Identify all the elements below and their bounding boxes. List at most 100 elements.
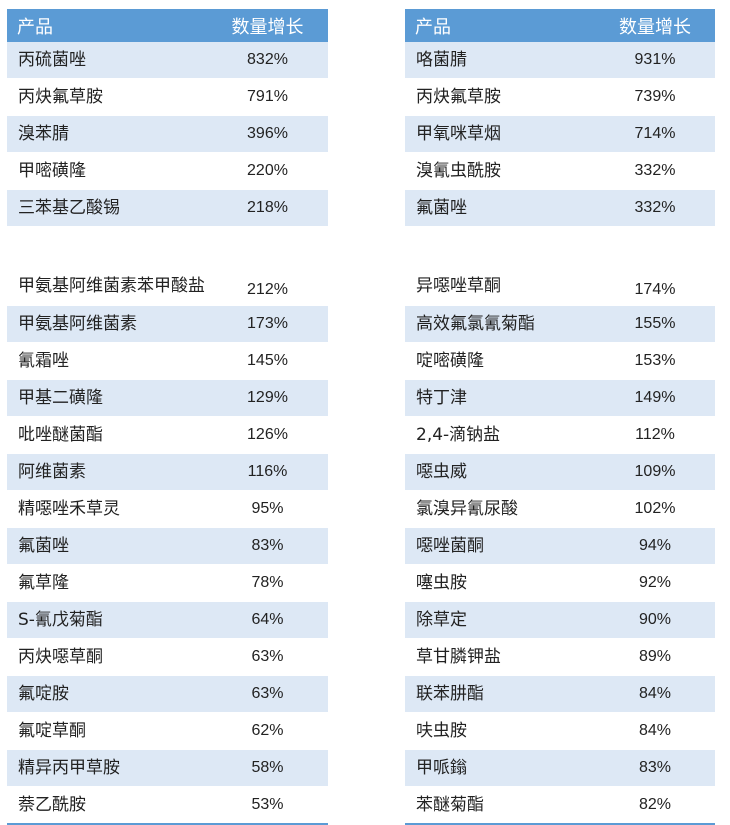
growth-value: 83% (595, 749, 715, 787)
growth-value: 84% (595, 712, 715, 750)
growth-value: 145% (207, 342, 328, 380)
product-name: 异噁唑草酮 (405, 226, 595, 306)
table-row: 甲氨基阿维菌素 173% (7, 305, 328, 343)
growth-value: 332% (595, 189, 715, 227)
growth-value: 82% (595, 786, 715, 825)
product-name: 精异丙甲草胺 (7, 749, 207, 787)
table-row: 呋虫胺 84% (405, 712, 715, 750)
growth-value: 220% (207, 152, 328, 190)
table-row: 甲基二磺隆 129% (7, 379, 328, 417)
table-row: 阿维菌素 116% (7, 453, 328, 491)
growth-value: 94% (595, 527, 715, 565)
product-name: 萘乙酰胺 (7, 786, 207, 825)
product-name: 精噁唑禾草灵 (7, 490, 207, 528)
table-row: 噁虫威 109% (405, 453, 715, 491)
table-row: 萘乙酰胺 53% (7, 786, 328, 825)
growth-value: 332% (595, 152, 715, 190)
product-name: 甲氨基阿维菌素 (7, 305, 207, 343)
product-name: 苯醚菊酯 (405, 786, 595, 825)
table-row: 氯溴异氰尿酸 102% (405, 490, 715, 528)
growth-column-header: 数量增长 (207, 9, 328, 42)
table-row: 氟菌唑 83% (7, 527, 328, 565)
table-row: 甲氧咪草烟 714% (405, 115, 715, 153)
product-name: 氟菌唑 (405, 189, 595, 227)
growth-value: 791% (207, 78, 328, 116)
growth-value: 92% (595, 564, 715, 602)
growth-value: 116% (207, 453, 328, 491)
product-name: 三苯基乙酸锡 (7, 189, 207, 227)
growth-value: 62% (207, 712, 328, 750)
growth-value: 155% (595, 305, 715, 343)
table-row: S-氰戊菊酯 64% (7, 601, 328, 639)
product-name: 甲哌鎓 (405, 749, 595, 787)
product-name: 吡唑醚菌酯 (7, 416, 207, 454)
table-row: 氟啶草酮 62% (7, 712, 328, 750)
table-row: 三苯基乙酸锡 218% (7, 189, 328, 227)
table-header-row: 产品 数量增长 (405, 9, 715, 42)
growth-value: 89% (595, 638, 715, 676)
table-row: 精异丙甲草胺 58% (7, 749, 328, 787)
table-row: 啶嘧磺隆 153% (405, 342, 715, 380)
product-name: 除草定 (405, 601, 595, 639)
growth-value: 739% (595, 78, 715, 116)
growth-value: 83% (207, 527, 328, 565)
product-name: 氟菌唑 (7, 527, 207, 565)
product-name: 氰霜唑 (7, 342, 207, 380)
table-row: 特丁津 149% (405, 379, 715, 417)
table-row: 草甘膦钾盐 89% (405, 638, 715, 676)
growth-column-header: 数量增长 (595, 9, 715, 42)
growth-value: 218% (207, 189, 328, 227)
growth-value: 396% (207, 115, 328, 153)
product-name: 溴苯腈 (7, 115, 207, 153)
growth-value: 78% (207, 564, 328, 602)
growth-value: 173% (207, 305, 328, 343)
table-row: 甲氨基阿维菌素苯甲酸盐 212% (7, 226, 328, 306)
growth-value: 63% (207, 675, 328, 713)
product-name: 氟啶胺 (7, 675, 207, 713)
table-row: 噁唑菌酮 94% (405, 527, 715, 565)
product-name: 甲氨基阿维菌素苯甲酸盐 (7, 226, 207, 306)
left-growth-table: 产品 数量增长 丙硫菌唑 832% 丙炔氟草胺 791% 溴苯腈 396% 甲嘧磺隆 2… (7, 9, 328, 825)
growth-value: 53% (207, 786, 328, 825)
product-name: 特丁津 (405, 379, 595, 417)
product-name: 噁唑菌酮 (405, 527, 595, 565)
growth-value: 931% (595, 42, 715, 79)
product-column-header: 产品 (405, 9, 595, 42)
table-row: 除草定 90% (405, 601, 715, 639)
growth-value: 64% (207, 601, 328, 639)
product-name: 高效氟氯氰菊酯 (405, 305, 595, 343)
growth-value: 153% (595, 342, 715, 380)
growth-value: 129% (207, 379, 328, 417)
right-growth-table: 产品 数量增长 咯菌腈 931% 丙炔氟草胺 739% 甲氧咪草烟 714% 溴氰虫酰… (405, 9, 715, 825)
product-name: 氟啶草酮 (7, 712, 207, 750)
growth-value: 102% (595, 490, 715, 528)
table-row: 丙炔氟草胺 791% (7, 78, 328, 116)
product-name: 甲氧咪草烟 (405, 115, 595, 153)
product-column-header: 产品 (7, 9, 207, 42)
product-name: 噁虫威 (405, 453, 595, 491)
table-row: 氟啶胺 63% (7, 675, 328, 713)
growth-value: 714% (595, 115, 715, 153)
product-name: 甲基二磺隆 (7, 379, 207, 417)
table-row: 丙硫菌唑 832% (7, 42, 328, 79)
growth-value: 112% (595, 416, 715, 454)
table-row: 苯醚菊酯 82% (405, 786, 715, 825)
growth-value: 109% (595, 453, 715, 491)
product-name: 啶嘧磺隆 (405, 342, 595, 380)
product-name: 丙炔噁草酮 (7, 638, 207, 676)
growth-value: 212% (207, 226, 328, 306)
table-header-row: 产品 数量增长 (7, 9, 328, 42)
table-row: 溴苯腈 396% (7, 115, 328, 153)
table-row: 甲嘧磺隆 220% (7, 152, 328, 190)
product-name: 咯菌腈 (405, 42, 595, 79)
table-row: 咯菌腈 931% (405, 42, 715, 79)
table-row: 2,4-滴钠盐 112% (405, 416, 715, 454)
growth-value: 832% (207, 42, 328, 79)
table-row: 丙炔噁草酮 63% (7, 638, 328, 676)
table-row: 异噁唑草酮 174% (405, 226, 715, 306)
product-name: 丙硫菌唑 (7, 42, 207, 79)
product-name: 草甘膦钾盐 (405, 638, 595, 676)
table-row: 氰霜唑 145% (7, 342, 328, 380)
table-row: 溴氰虫酰胺 332% (405, 152, 715, 190)
table-row: 氟草隆 78% (7, 564, 328, 602)
